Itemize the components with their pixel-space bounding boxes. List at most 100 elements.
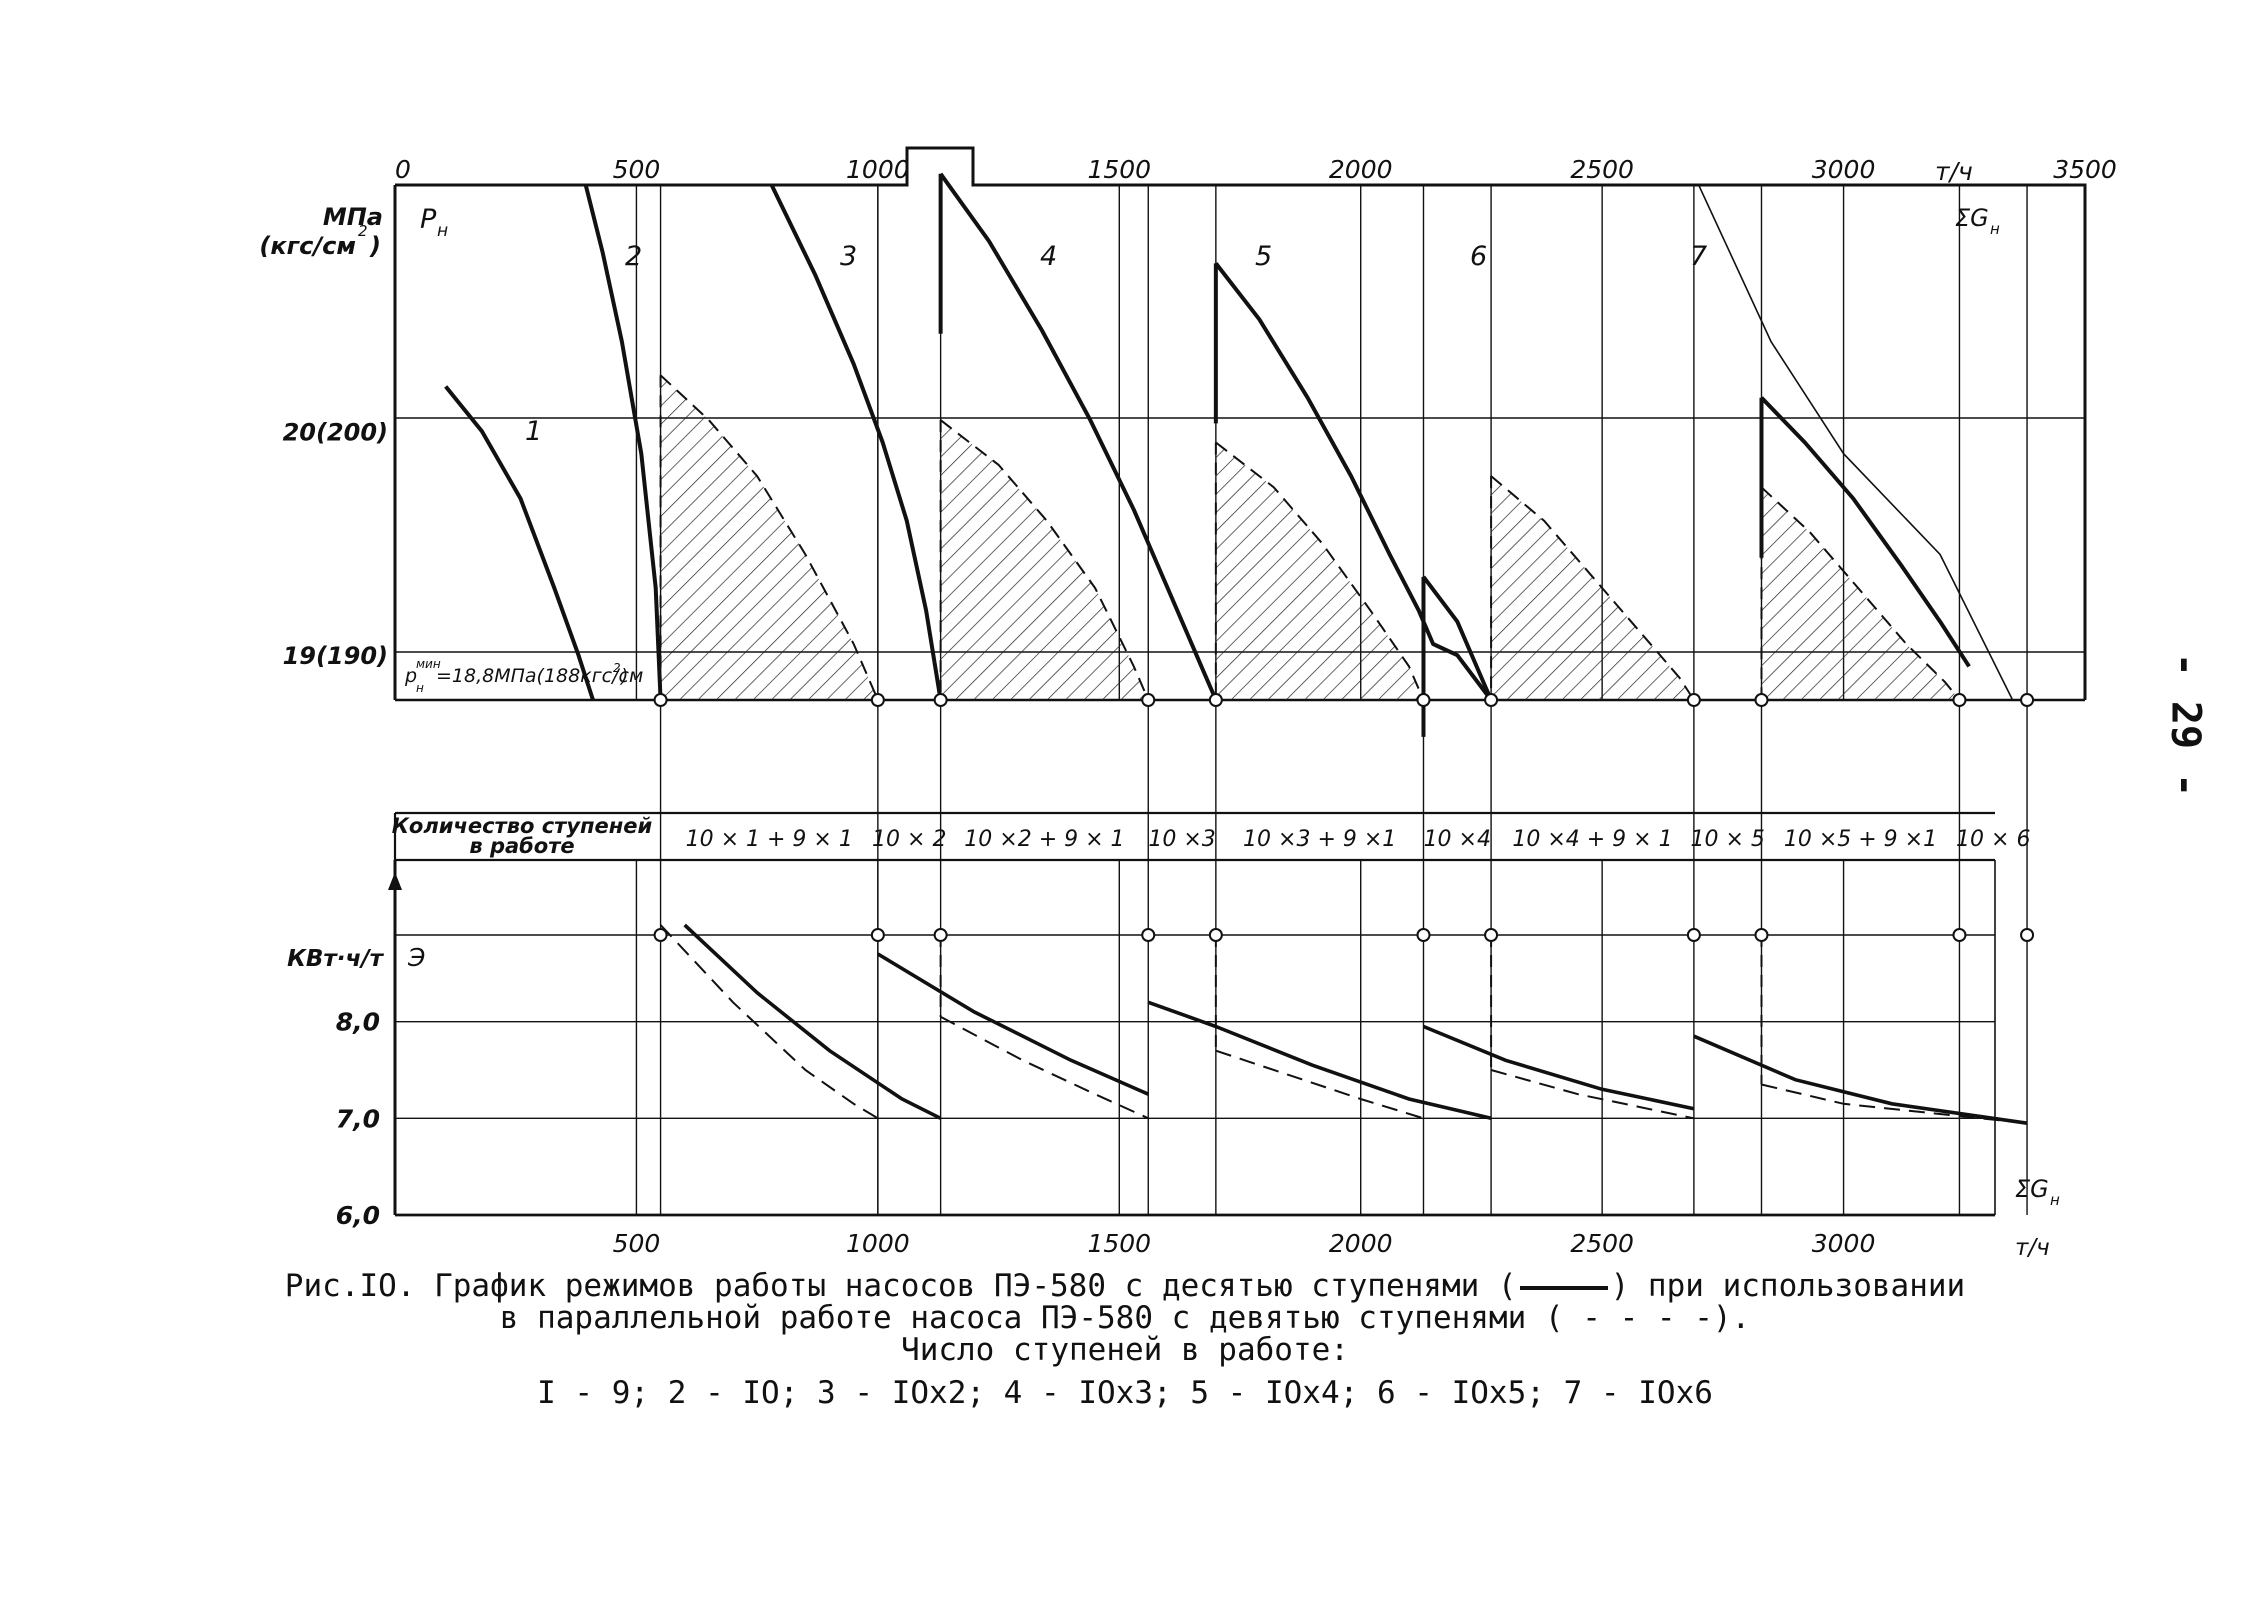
bottom-switch-point-7 — [1686, 928, 1701, 942]
hatched-curve-4 — [1490, 475, 1695, 701]
bottom-x-tick-0: 500 — [613, 1229, 661, 1258]
bottom-x-tick-4: 2500 — [1570, 1229, 1634, 1258]
switch-point-10 — [2020, 693, 2035, 707]
hatched-region-1 — [660, 375, 878, 700]
top-x-tick-4: 2000 — [1329, 155, 1393, 184]
bottom-switch-point-3 — [1141, 928, 1156, 942]
top-y-unit-sup: 2 — [358, 222, 368, 240]
energy-dashed-5 — [1761, 1083, 2028, 1125]
top-x-tick-1: 500 — [613, 155, 661, 184]
table-header-line1: Количество ступеней — [392, 814, 653, 838]
table-cell-4: 10 ×3 + 9 ×1 — [1243, 827, 1396, 852]
table-cell-6: 10 ×4 + 9 × 1 — [1512, 827, 1672, 852]
pump-curves — [444, 172, 1971, 737]
switch-point-9 — [1952, 693, 1967, 707]
bottom-x-tick-labels: 500 1000 1500 2000 2500 3000 — [613, 1229, 1876, 1258]
page-number: - 29 - — [2140, 653, 2230, 798]
top-x-tick-3: 1500 — [1087, 155, 1151, 184]
hatched-curve-3 — [1215, 441, 1425, 701]
top-sum-g-label: ΣG — [1955, 204, 1989, 232]
caption-line-2: в параллельной работе насоса ПЭ-580 с де… — [499, 1300, 1751, 1336]
bottom-x-tick-1: 1000 — [846, 1229, 910, 1258]
bottom-switch-point-0 — [653, 928, 668, 942]
hatched-region-2 — [940, 420, 1149, 700]
solid-line-sample — [1519, 1285, 1608, 1290]
bottom-switch-point-4 — [1208, 928, 1223, 942]
switch-point-6 — [1484, 693, 1499, 707]
switch-point-2 — [933, 693, 948, 707]
stage-table — [393, 811, 1995, 1215]
switch-point-7 — [1686, 693, 1701, 707]
table-cell-8: 10 ×5 + 9 ×1 — [1784, 827, 1937, 852]
top-y-unit-close: ) — [369, 232, 381, 260]
min-p-value: =18,8МПа(188кгс/см — [436, 665, 643, 687]
curve-label-4: 4 — [1040, 241, 1057, 272]
bottom-y-tick-0: 8,0 — [336, 1008, 380, 1037]
caption-line-1-text: Рис.IO. График режимов работы насосов ПЭ… — [284, 1268, 1517, 1304]
bottom-x-unit: т/ч — [2015, 1235, 2050, 1261]
bottom-y-tick-1: 7,0 — [336, 1104, 380, 1133]
top-sum-g-sub: н — [1990, 220, 2000, 238]
bottom-y-tick-2: 6,0 — [336, 1201, 380, 1230]
energy-solid-2 — [876, 952, 1150, 1096]
hatched-region-5 — [1761, 487, 1960, 700]
switch-point-1 — [870, 693, 885, 707]
bottom-sum-g-label: ΣG — [2015, 1175, 2049, 1203]
bottom-sum-g-sub: н — [2050, 1191, 2060, 1209]
min-p-sup: мин — [416, 657, 441, 671]
top-y-label-sub: н — [437, 221, 448, 241]
top-x-tick-6: 3000 — [1812, 155, 1876, 184]
top-y-unit-1: МПа — [323, 203, 383, 231]
min-p-label: p — [404, 665, 417, 687]
caption-line-3: Число ступеней в работе: — [901, 1332, 1349, 1368]
bottom-chart-gridlines — [395, 860, 1995, 1215]
energy-curves — [659, 923, 2028, 1125]
top-y-tick-1: 19(190) — [283, 642, 388, 670]
energy-solid-1 — [683, 923, 942, 1120]
curve-6 — [1421, 575, 1493, 701]
curve-1 — [444, 385, 595, 701]
hatched-curve-5 — [1760, 486, 1961, 701]
top-x-unit: т/ч — [1935, 157, 1973, 186]
hatched-region-3 — [1215, 442, 1424, 700]
page-number-text: - 29 - — [2162, 652, 2208, 798]
curve-3 — [769, 184, 943, 701]
energy-solid-4 — [1422, 1024, 1695, 1111]
table-cell-9: 10 × 6 — [1956, 827, 2030, 852]
caption-line-4: I - 9; 2 - IO; 3 - IOx2; 4 - IOx3; 5 - I… — [537, 1375, 1713, 1411]
bottom-chart-frame — [395, 860, 1996, 1217]
curve-5 — [1214, 262, 1493, 702]
bottom-switch-point-9 — [1952, 928, 1967, 942]
bottom-x-tick-2: 1500 — [1087, 1229, 1151, 1258]
top-x-tick-7: 3500 — [2053, 155, 2117, 184]
switch-point-5 — [1416, 693, 1431, 707]
table-cell-7: 10 × 5 — [1690, 827, 1764, 852]
top-x-tick-labels: 0 500 1000 1500 2000 2500 3000 3500 — [395, 155, 2117, 184]
bottom-switch-points — [653, 928, 2035, 942]
curve-label-7: 7 — [1690, 241, 1707, 272]
switch-point-4 — [1208, 693, 1223, 707]
bottom-y-label: Э — [407, 943, 425, 972]
energy-dashed-4 — [1490, 1069, 1695, 1120]
curve-4 — [938, 172, 1218, 701]
top-x-tick-5: 2500 — [1570, 155, 1634, 184]
bottom-x-tick-5: 3000 — [1812, 1229, 1876, 1258]
curve-label-5: 5 — [1255, 241, 1272, 272]
top-y-label: P — [420, 204, 437, 235]
top-y-tick-labels: 20(200) 19(190) — [283, 418, 388, 670]
bottom-switch-point-1 — [870, 928, 885, 942]
top-x-tick-0: 0 — [395, 155, 411, 184]
curve-7 — [1760, 396, 1971, 668]
switch-point-8 — [1754, 693, 1769, 707]
min-p-value-sup: 2 — [613, 661, 621, 675]
energy-dashed-1 — [659, 924, 879, 1120]
curve-label-2: 2 — [625, 241, 642, 272]
energy-dashed-3 — [1215, 1049, 1424, 1120]
y-axis-arrow — [388, 872, 402, 890]
curve-label-3: 3 — [840, 241, 857, 272]
switch-points — [653, 693, 2035, 707]
curve-number-labels: 1 2 3 4 5 6 7 — [525, 241, 1707, 447]
min-p-value-close: ) — [619, 665, 628, 687]
envelope-line — [1143, 184, 2014, 701]
